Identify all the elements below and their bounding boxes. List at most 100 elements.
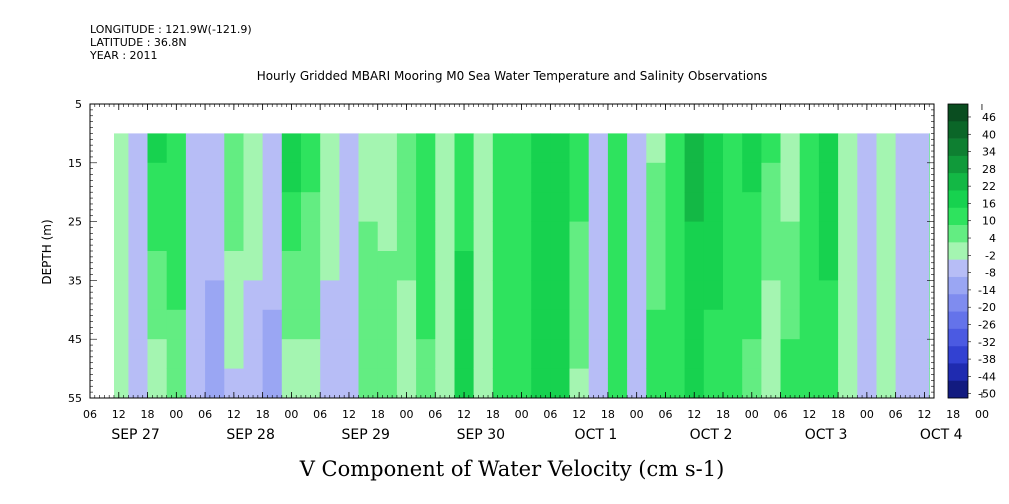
heatmap-cell	[205, 162, 225, 193]
heatmap-cell	[895, 221, 916, 252]
heatmap-cell	[684, 368, 705, 399]
heatmap-cell	[243, 309, 264, 340]
colorbar-label: 16	[982, 197, 996, 210]
y-tick-label: 35	[68, 274, 82, 287]
heatmap-cell	[377, 309, 398, 340]
heatmap-cell	[703, 339, 724, 369]
heatmap-cell	[627, 309, 647, 340]
heatmap-cell	[876, 221, 897, 252]
heatmap-cell	[262, 251, 283, 281]
heatmap-cell	[281, 192, 302, 222]
heatmap-cell	[607, 339, 628, 369]
heatmap-cell	[358, 133, 379, 164]
heatmap-cell	[243, 162, 264, 193]
heatmap-cell	[185, 368, 206, 399]
heatmap-cell	[358, 280, 379, 311]
colorbar-label: 4	[989, 232, 996, 245]
heatmap-cell	[895, 192, 916, 222]
heatmap-cell	[377, 339, 398, 369]
heatmap-cell	[454, 221, 475, 252]
heatmap-cell	[569, 309, 590, 340]
heatmap-cell	[473, 280, 494, 311]
x-hour-label: 00	[515, 408, 529, 421]
y-tick-label: 55	[68, 392, 82, 405]
heatmap-cell	[512, 309, 532, 340]
x-hour-label: 00	[745, 408, 759, 421]
colorbar-swatch	[948, 207, 968, 226]
heatmap-cell	[929, 133, 930, 164]
heatmap-cell	[703, 162, 724, 193]
heatmap-cell	[780, 162, 801, 193]
heatmap-cell	[838, 162, 858, 193]
heatmap-cell	[205, 368, 225, 399]
heatmap-cell	[281, 133, 302, 164]
heatmap-cell	[262, 221, 283, 252]
heatmap-cell	[185, 162, 206, 193]
heatmap-cell	[185, 280, 206, 311]
heatmap-cell	[607, 133, 628, 164]
heatmap-cell	[665, 162, 686, 193]
heatmap-cell	[243, 368, 264, 399]
heatmap-cell	[742, 192, 762, 222]
heatmap-cell	[416, 368, 436, 399]
heatmap-cell	[512, 368, 532, 399]
heatmap-cell	[147, 192, 168, 222]
heatmap-cell	[665, 133, 686, 164]
heatmap-cell	[684, 162, 705, 193]
colorbar-label: -38	[978, 353, 996, 366]
heatmap-cell	[301, 162, 321, 193]
heatmap-cell	[780, 280, 801, 311]
heatmap-cell	[607, 368, 628, 399]
heatmap-cell	[857, 339, 877, 369]
x-hour-label: 12	[227, 408, 241, 421]
heatmap-cell	[876, 251, 897, 281]
heatmap-cell	[665, 280, 686, 311]
heatmap-cell	[780, 309, 801, 340]
colorbar-swatch	[948, 173, 968, 191]
chart-title: Hourly Gridded MBARI Mooring M0 Sea Wate…	[257, 69, 768, 83]
heatmap-cell	[723, 162, 743, 193]
heatmap-cell	[703, 251, 724, 281]
heatmap-cell	[550, 251, 570, 281]
heatmap-cell	[128, 280, 148, 311]
heatmap-cell	[742, 368, 762, 399]
heatmap-cell	[876, 280, 897, 311]
heatmap-cell	[723, 280, 743, 311]
x-hour-label: 06	[889, 408, 903, 421]
heatmap-cell	[780, 221, 801, 252]
heatmap-cell	[128, 192, 148, 222]
x-day-label: OCT 1	[575, 427, 618, 443]
heatmap-cell	[929, 221, 930, 252]
heatmap-cell	[114, 251, 129, 281]
heatmap-cell	[588, 339, 609, 369]
heatmap-cell	[377, 133, 398, 164]
heatmap-cell	[799, 368, 820, 399]
heatmap-cell	[550, 368, 570, 399]
latitude-label: LATITUDE : 36.8N	[90, 36, 187, 49]
heatmap-cell	[301, 339, 321, 369]
x-hour-label: 12	[917, 408, 931, 421]
heatmap-cell	[492, 192, 513, 222]
x-hour-label: 18	[831, 408, 845, 421]
heatmap-cell	[646, 368, 666, 399]
heatmap-cell	[205, 309, 225, 340]
heatmap-cell	[147, 309, 168, 340]
heatmap-cell	[684, 280, 705, 311]
x-day-label: OCT 4	[920, 427, 963, 443]
heatmap-cell	[281, 280, 302, 311]
heatmap-cell	[339, 162, 359, 193]
heatmap-cell	[166, 162, 187, 193]
x-day-label: SEP 27	[111, 427, 159, 443]
heatmap-cell	[262, 133, 283, 164]
heatmap-cell	[723, 192, 743, 222]
heatmap-cell	[818, 133, 839, 164]
heatmap-cell	[742, 309, 762, 340]
heatmap-cell	[818, 368, 839, 399]
heatmap-cell	[416, 339, 436, 369]
heatmap-cell	[569, 192, 590, 222]
heatmap-cell	[838, 309, 858, 340]
heatmap-cell	[761, 309, 781, 340]
x-hour-label: 12	[572, 408, 586, 421]
colorbar-label: -26	[978, 319, 996, 332]
heatmap-cell	[416, 280, 436, 311]
